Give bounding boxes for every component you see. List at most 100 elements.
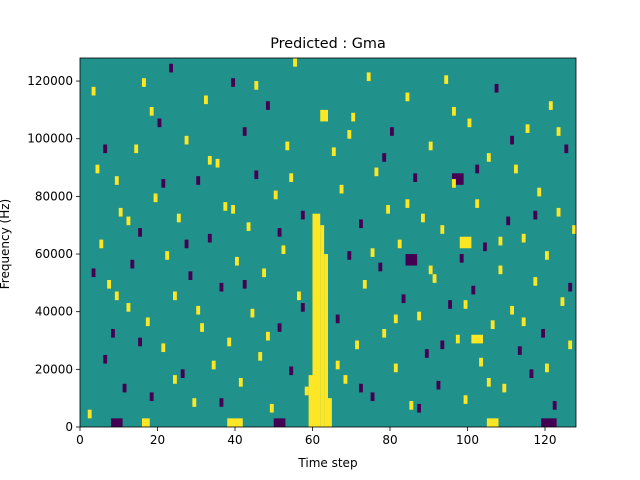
heatmap-cell xyxy=(537,187,542,197)
heatmap-cell xyxy=(483,242,487,252)
heatmap-cell xyxy=(196,305,201,315)
heatmap-cell xyxy=(130,259,135,269)
heatmap-cell xyxy=(161,179,166,188)
heatmap-band xyxy=(486,418,499,427)
heatmap-cell xyxy=(533,210,538,220)
heatmap-cell xyxy=(300,210,305,220)
heatmap-cell xyxy=(126,216,131,226)
heatmap-cell xyxy=(545,251,549,260)
heatmap-cell xyxy=(91,268,96,278)
heatmap-cell xyxy=(297,291,301,301)
heatmap-cell xyxy=(266,101,270,110)
x-tick-label: 100 xyxy=(456,433,479,447)
heatmap-cell xyxy=(374,167,379,177)
heatmap-band xyxy=(459,236,472,249)
heatmap-cell xyxy=(382,153,387,162)
heatmap-cell xyxy=(405,199,410,208)
heatmap-cell xyxy=(401,294,406,304)
heatmap-cell xyxy=(370,248,375,257)
heatmap-cell xyxy=(498,236,503,246)
heatmap-cell xyxy=(510,305,514,315)
heatmap-cell xyxy=(475,199,480,208)
heatmap-cell xyxy=(545,363,549,373)
x-tick-label: 0 xyxy=(76,433,84,447)
heatmap-cell xyxy=(211,360,216,370)
heatmap-cell xyxy=(397,239,402,249)
heatmap-cell xyxy=(517,346,522,355)
heatmap-cell xyxy=(428,265,433,275)
heatmap-cell xyxy=(452,107,456,116)
heatmap-cell xyxy=(556,127,561,136)
heatmap-cell xyxy=(510,135,514,145)
heatmap-cell xyxy=(355,340,359,350)
heatmap-cell xyxy=(204,95,208,105)
heatmap-cell xyxy=(417,403,421,413)
heatmap-cell xyxy=(370,392,375,402)
heatmap-cell xyxy=(514,164,518,174)
heatmap-cell xyxy=(207,156,212,165)
heatmap-cell xyxy=(568,340,573,350)
heatmap-cell xyxy=(149,392,154,402)
heatmap-cell xyxy=(200,323,204,332)
heatmap-cell xyxy=(188,271,193,280)
heatmap-band xyxy=(452,173,464,185)
heatmap-band xyxy=(308,375,313,427)
heatmap-cell xyxy=(428,141,433,151)
heatmap-cell xyxy=(393,363,398,373)
heatmap-cell xyxy=(138,337,142,347)
heatmap-cell xyxy=(145,317,150,327)
heatmap-cell xyxy=(266,331,270,341)
heatmap-cell xyxy=(103,354,108,364)
plot-frame xyxy=(79,57,577,428)
heatmap-cell xyxy=(250,308,255,318)
heatmap-cell xyxy=(273,190,278,200)
heatmap-cell xyxy=(254,170,259,180)
y-tick-label: 40000 xyxy=(35,305,73,319)
heatmap-cell xyxy=(455,334,460,344)
heatmap-cell xyxy=(572,225,576,234)
heatmap-cell xyxy=(556,207,561,217)
heatmap-cell xyxy=(114,176,119,185)
heatmap-cell xyxy=(393,314,398,324)
x-tick-label: 120 xyxy=(534,433,557,447)
heatmap-cell xyxy=(107,279,111,289)
heatmap-cell xyxy=(452,179,456,188)
heatmap-cell xyxy=(479,357,483,367)
heatmap-cell xyxy=(95,164,100,174)
heatmap-cell xyxy=(285,141,290,151)
heatmap-cell xyxy=(436,380,441,390)
heatmap-cell xyxy=(138,228,142,237)
heatmap-cell xyxy=(103,144,108,154)
heatmap-band xyxy=(273,418,286,427)
heatmap-cell xyxy=(180,369,185,378)
heatmap-cell xyxy=(467,118,472,128)
heatmap-cell xyxy=(506,216,511,226)
heatmap-cell xyxy=(165,251,170,260)
x-tick-label: 20 xyxy=(150,433,165,447)
y-tick-label: 120000 xyxy=(27,74,73,88)
y-tick-label: 100000 xyxy=(27,132,73,146)
heatmap-cell xyxy=(502,383,507,393)
heatmap-band xyxy=(324,254,328,427)
heatmap-cell xyxy=(444,75,449,84)
heatmap-band xyxy=(111,418,123,427)
heatmap-cell xyxy=(176,213,181,223)
x-tick-label: 60 xyxy=(305,433,320,447)
x-tick-label: 40 xyxy=(227,433,242,447)
heatmap-cell xyxy=(521,233,526,243)
heatmap-cell xyxy=(246,222,251,231)
heatmap-cell xyxy=(91,86,96,96)
heatmap-cell xyxy=(242,279,247,289)
heatmap-cell xyxy=(440,340,445,350)
heatmap-cell xyxy=(552,401,557,410)
heatmap-cell xyxy=(541,328,545,338)
y-tick-label: 60000 xyxy=(35,247,73,261)
heatmap-cell xyxy=(192,398,197,407)
heatmap-cell xyxy=(347,130,352,139)
heatmap-cell xyxy=(293,58,297,67)
heatmap-cell xyxy=(277,323,282,332)
heatmap-cell xyxy=(157,118,162,128)
heatmap-cell xyxy=(471,285,476,295)
heatmap-cell xyxy=(219,282,224,292)
